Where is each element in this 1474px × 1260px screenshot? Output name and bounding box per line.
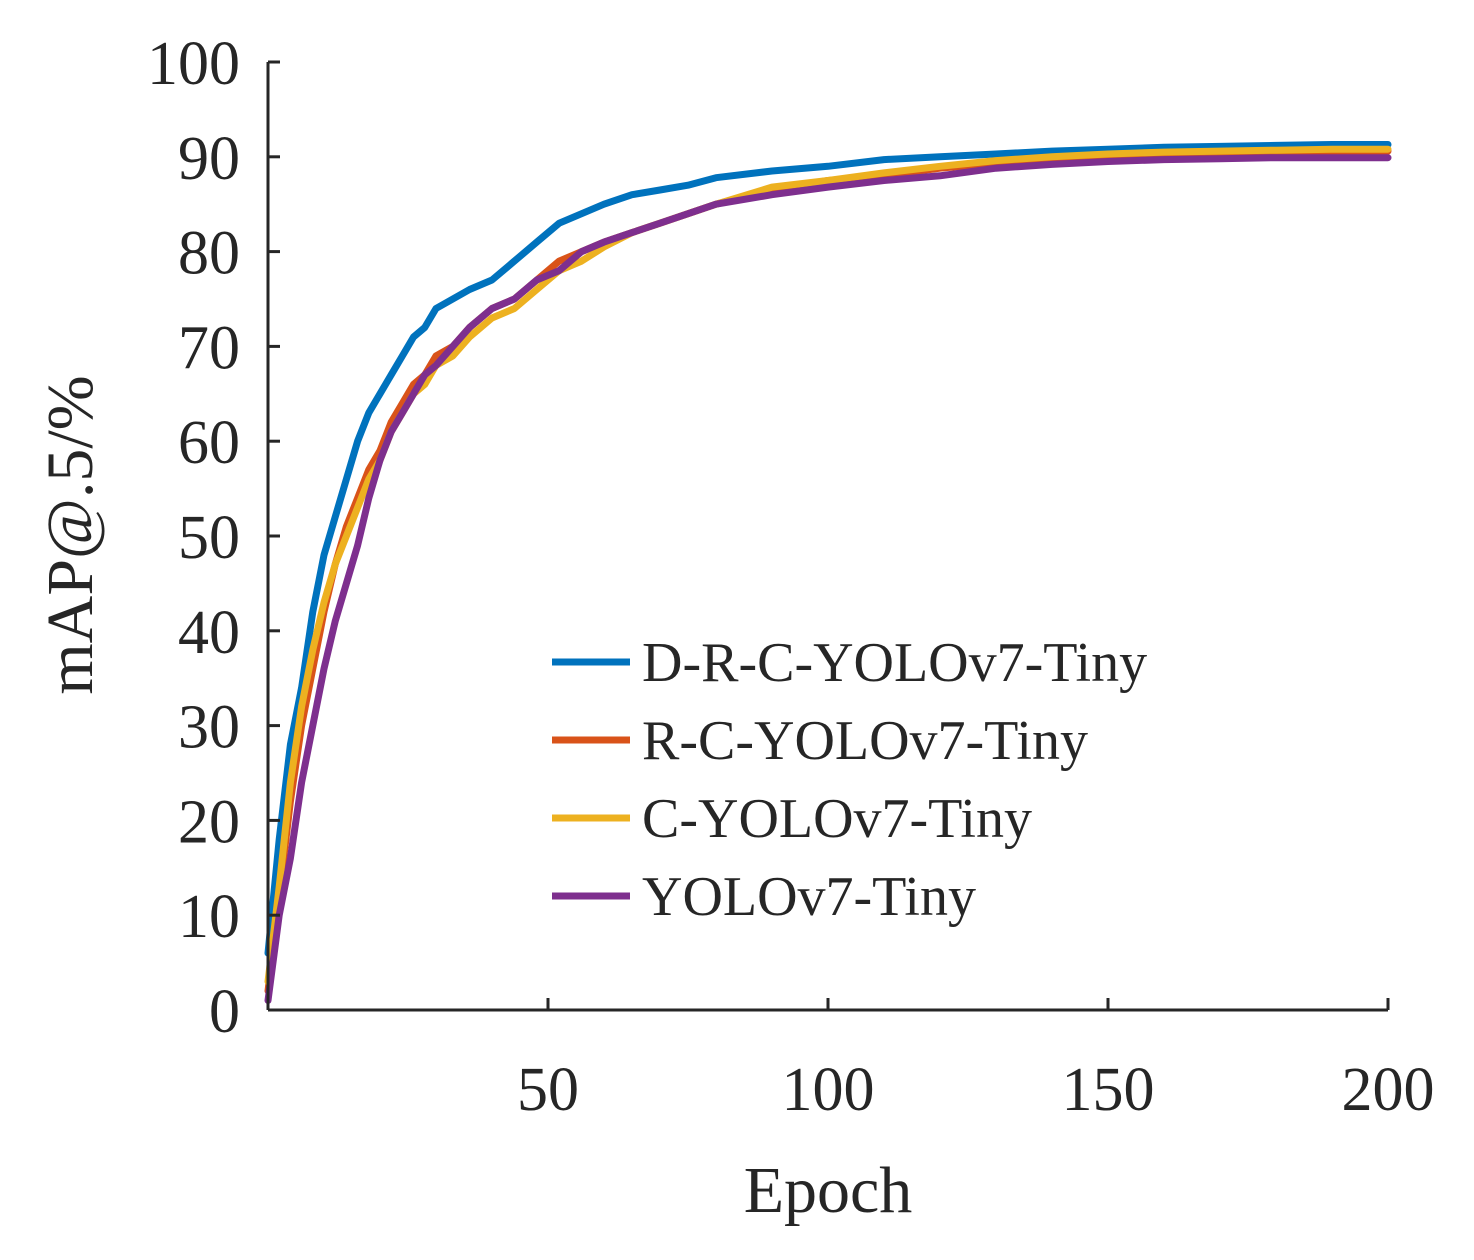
series-line-1 <box>264 141 1392 957</box>
y-tick-label: 30 <box>178 694 240 762</box>
y-tick-label: 70 <box>178 314 240 382</box>
y-tick-label: 80 <box>178 220 240 288</box>
series-line-4 <box>264 154 1392 1004</box>
y-axis-title: mAP@.5/% <box>34 375 107 694</box>
x-tick-label: 100 <box>782 1056 875 1124</box>
legend: D-R-C-YOLOv7-Tiny R-C-YOLOv7-Tiny C-YOLOv7… <box>552 632 1147 928</box>
y-tick-label: 90 <box>178 125 240 193</box>
y-tick-label: 60 <box>178 409 240 477</box>
legend-label-2: R-C-YOLOv7-Tiny <box>642 710 1088 772</box>
x-axis-title: Epoch <box>744 1154 913 1227</box>
y-tick-label: 0 <box>209 978 240 1046</box>
series-layer <box>264 141 1392 1004</box>
series-line-3 <box>264 145 1392 986</box>
x-tick-label: 150 <box>1062 1056 1155 1124</box>
y-tick-label: 10 <box>178 883 240 951</box>
y-tick-label: 50 <box>178 504 240 572</box>
x-tick-label: 50 <box>517 1056 579 1124</box>
legend-label-1: D-R-C-YOLOv7-Tiny <box>642 632 1147 694</box>
axes: 0 10 20 30 40 50 60 70 80 90 100 50 100 150 200 <box>147 30 1435 1124</box>
x-tick-label: 200 <box>1342 1056 1435 1124</box>
legend-label-3: C-YOLOv7-Tiny <box>642 788 1032 850</box>
series-line-2 <box>264 147 1392 995</box>
y-tick-label: 100 <box>147 30 240 98</box>
y-tick-label: 20 <box>178 788 240 856</box>
legend-label-4: YOLOv7-Tiny <box>642 866 976 928</box>
y-tick-label: 40 <box>178 599 240 667</box>
